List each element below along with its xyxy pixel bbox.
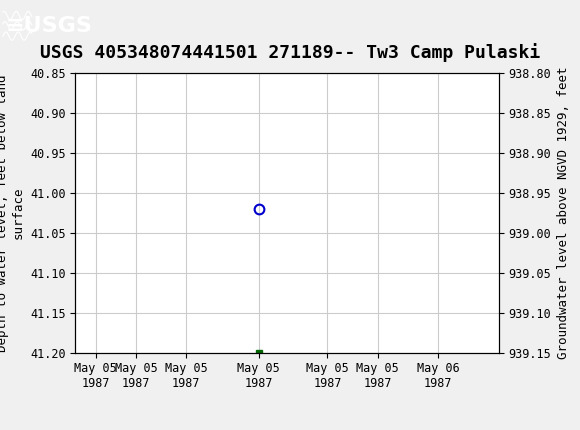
Y-axis label: Depth to water level, feet below land
surface: Depth to water level, feet below land su…	[0, 74, 24, 352]
Y-axis label: Groundwater level above NGVD 1929, feet: Groundwater level above NGVD 1929, feet	[557, 67, 570, 359]
Text: USGS 405348074441501 271189-- Tw3 Camp Pulaski: USGS 405348074441501 271189-- Tw3 Camp P…	[40, 43, 540, 62]
Text: ≡USGS: ≡USGS	[6, 16, 93, 36]
